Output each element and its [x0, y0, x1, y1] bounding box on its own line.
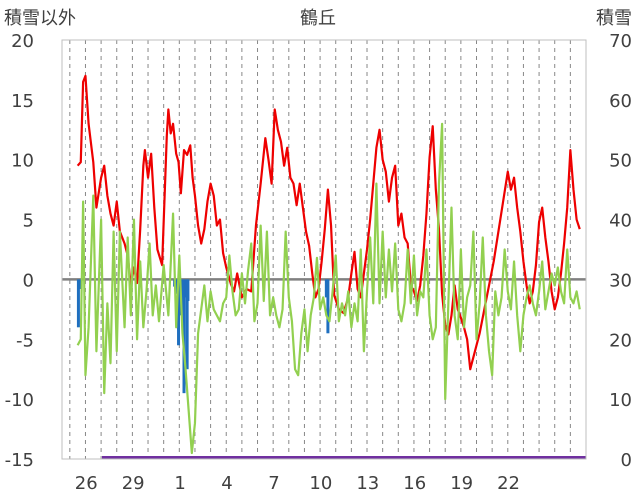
left-tick-label: 20 — [11, 31, 34, 52]
right-tick-label: 30 — [609, 270, 632, 291]
precipitation-bar — [186, 279, 190, 301]
green-series-line — [76, 122, 581, 455]
left-tick-label: -5 — [16, 330, 34, 351]
precipitation-bar — [174, 279, 178, 294]
x-axis-ticks: 26 29 1 4 7 10 13 16 19 22 — [75, 473, 520, 494]
left-tick-label: 0 — [23, 270, 34, 291]
right-axis-label: 積雪 — [596, 8, 632, 29]
left-axis-ticks: -15 -10 -5 0 5 10 15 20 — [5, 31, 34, 471]
x-tick-label: 13 — [356, 473, 379, 494]
plot-frame — [61, 39, 587, 460]
right-tick-label: 10 — [609, 390, 632, 411]
right-tick-label: 0 — [621, 450, 632, 471]
precipitation-bar — [326, 279, 330, 334]
precipitation-bar — [78, 279, 82, 290]
line-series — [76, 74, 586, 459]
right-tick-label: 20 — [609, 330, 632, 351]
precipitation-bar — [180, 279, 184, 310]
precipitation-bar — [324, 279, 328, 298]
x-tick-label: 26 — [75, 473, 98, 494]
precipitation-bar — [185, 279, 189, 370]
x-tick-label: 1 — [174, 473, 185, 494]
precipitation-bar — [76, 279, 80, 328]
x-tick-label: 22 — [497, 473, 520, 494]
precipitation-bar — [177, 279, 181, 346]
right-axis-ticks: 0 10 20 30 40 50 60 70 — [609, 31, 632, 471]
x-tick-label: 4 — [221, 473, 232, 494]
left-tick-label: 15 — [11, 91, 34, 112]
x-tick-label: 7 — [268, 473, 279, 494]
right-tick-label: 40 — [609, 211, 632, 232]
left-tick-label: -10 — [5, 390, 34, 411]
precipitation-bar — [182, 279, 186, 394]
precipitation-bar — [184, 279, 188, 298]
chart-title: 鶴丘 — [300, 8, 336, 29]
right-tick-label: 50 — [609, 151, 632, 172]
left-tick-label: -15 — [5, 450, 34, 471]
temperature-line — [76, 74, 581, 371]
x-tick-label: 16 — [403, 473, 426, 494]
right-tick-label: 60 — [609, 91, 632, 112]
left-tick-label: 5 — [23, 211, 34, 232]
x-tick-label: 29 — [122, 473, 145, 494]
left-tick-label: 10 — [11, 151, 34, 172]
x-tick-label: 10 — [309, 473, 332, 494]
right-tick-label: 70 — [609, 31, 632, 52]
left-axis-label: 積雪以外 — [4, 8, 76, 29]
x-tick-label: 19 — [450, 473, 473, 494]
